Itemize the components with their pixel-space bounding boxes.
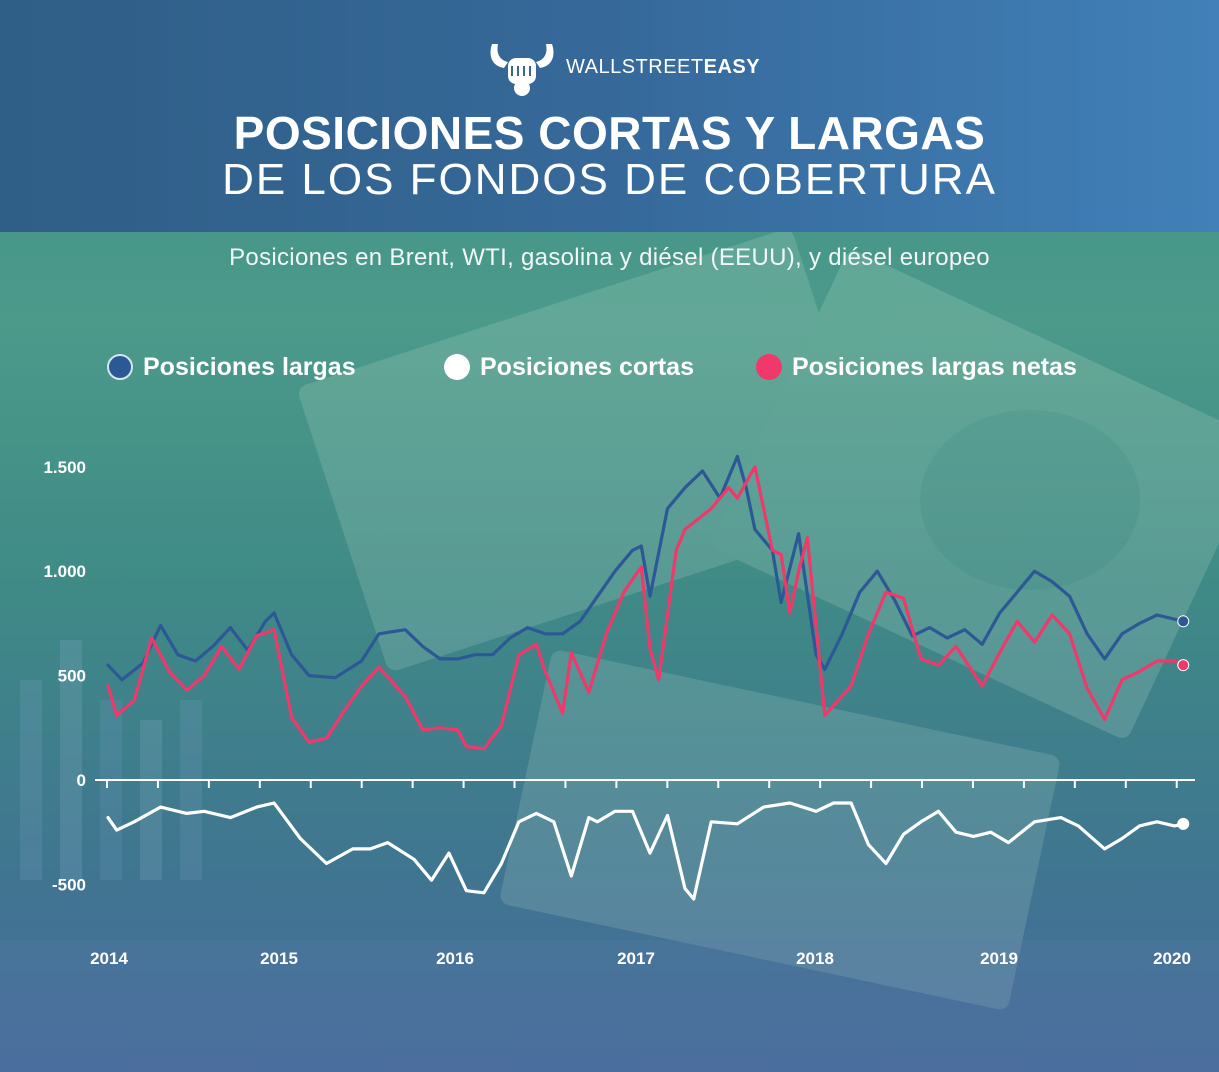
legend-swatch [107,354,133,380]
legend-label: Posiciones largas [143,352,356,381]
title-line-2: DE LOS FONDOS DE COBERTURA [222,155,997,204]
series-end-point [1177,615,1190,628]
title-line-1: POSICIONES CORTAS Y LARGAS [233,107,986,159]
x-tick-label: 2015 [260,949,298,968]
legend-item-netas: Posiciones largas netas [756,350,1077,384]
chart-legend: Posiciones largas Posiciones cortas Posi… [0,350,1219,384]
chart-subtitle: Posiciones en Brent, WTI, gasolina y dié… [229,244,990,271]
legend-item-cortas: Posiciones cortas [444,350,694,384]
series-line-netas [106,465,1185,751]
x-tick-label: 2016 [436,949,474,968]
series-line-largas [106,454,1185,682]
series-end-point [1177,817,1190,830]
line-chart: 1.500 1.000 500 0 -500 2014 2015 2016 2017 2018 20… [43,454,1195,968]
x-tick-label: 2020 [1153,949,1191,968]
header-banner: WALLSTREETEASY POSICIONES CORTAS Y LARGA… [0,0,1219,232]
x-tick-label: 2017 [617,949,655,968]
x-tick-label: 2014 [90,949,128,968]
legend-swatch [444,354,470,380]
x-tick-label: 2018 [796,949,834,968]
bull-fist-icon [490,44,554,96]
legend-swatch [756,354,782,380]
y-tick-label: -500 [52,875,86,894]
brand-logo: WALLSTREETEASY [486,36,760,100]
x-tick-label: 2019 [980,949,1018,968]
y-tick-label: 1.000 [43,562,86,581]
legend-label: Posiciones cortas [480,352,694,381]
series-line-cortas [106,801,1185,901]
legend-label: Posiciones largas netas [792,352,1077,381]
y-tick-label: 500 [58,667,86,686]
y-tick-label: 1.500 [43,458,86,477]
brand-name: WALLSTREETEASY [566,56,761,78]
legend-item-largas: Posiciones largas [107,350,356,384]
y-tick-label: 0 [77,771,86,790]
series-end-point [1177,659,1190,672]
